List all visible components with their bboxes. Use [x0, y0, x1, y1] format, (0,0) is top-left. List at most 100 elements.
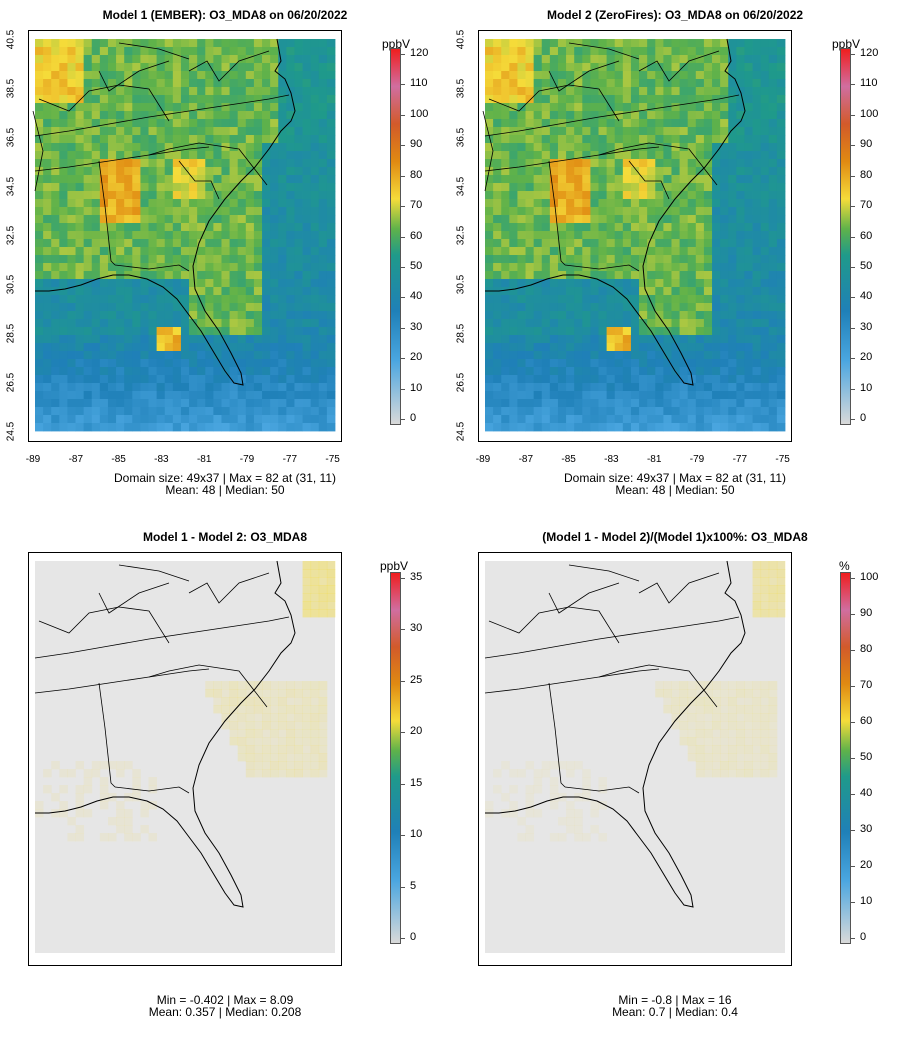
colorbar-tick-mark: [850, 266, 855, 268]
colorbar-tick-mark: [400, 732, 405, 734]
colorbar-tick-mark: [850, 722, 855, 723]
colorbar-tick-mark: [850, 206, 855, 208]
x-tick-label: -81: [196, 454, 212, 465]
colorbar-tick-mark: [850, 794, 855, 795]
colorbar-tick-mark: [850, 297, 855, 299]
colorbar-tick-mark: [850, 614, 855, 615]
field-cells: [485, 39, 786, 432]
colorbar-tick-label: 100: [860, 107, 879, 120]
colorbar-tick-mark: [400, 175, 405, 177]
y-tick-label: 24.5: [5, 421, 17, 442]
colorbar-tick-label: 120: [410, 47, 429, 59]
colorbar-tick-mark: [850, 938, 855, 939]
stats-line-2: Mean: 48 | Median: 50: [615, 483, 735, 497]
colorbar-tick-label: 90: [410, 138, 423, 151]
panel-title: Model 2 (ZeroFires): O3_MDA8 on 06/20/20…: [546, 8, 804, 22]
colorbar-tick-label: 30: [860, 823, 873, 835]
colorbar-tick-mark: [850, 902, 855, 903]
x-tick-label: -89: [475, 454, 491, 465]
y-tick-label: 28.5: [455, 323, 467, 344]
x-tick-label: -83: [154, 454, 169, 465]
colorbar: [390, 572, 401, 944]
stats-line-1: Domain size: 49x37 | Max = 82 at (31, 11…: [563, 471, 786, 485]
colorbar-tick-mark: [400, 578, 405, 579]
map-frame: [28, 552, 342, 966]
x-tick-label: -75: [775, 454, 790, 465]
colorbar-tick-label: 0: [860, 931, 867, 943]
colorbar-tick-mark: [850, 650, 855, 651]
y-tick-label: 34.5: [5, 176, 17, 197]
map-field: [34, 560, 336, 953]
colorbar-tick-label: 40: [860, 787, 873, 799]
y-tick-label: 30.5: [5, 274, 17, 295]
map-frame: [478, 30, 792, 442]
y-tick-label: 36.5: [455, 127, 467, 148]
map-outlines: [32, 38, 296, 386]
colorbar-tick-label: 90: [860, 138, 873, 151]
y-tick-label: 40.5: [5, 29, 17, 50]
y-tick-label: 40.5: [455, 29, 467, 50]
colorbar-tick-label: 40: [860, 290, 873, 303]
colorbar-tick-label: 10: [410, 381, 423, 394]
map-outlines: [34, 560, 296, 908]
map-field: [484, 560, 786, 953]
y-tick-label: 28.5: [5, 323, 17, 344]
colorbar-unit: ppbV: [832, 37, 861, 51]
stats-line-1: Min = -0.402 | Max = 8.09: [156, 993, 294, 1007]
colorbar-tick-mark: [400, 419, 405, 420]
stats-line-2: Mean: 0.7 | Median: 0.4: [612, 1005, 738, 1019]
colorbar-tick-label: 0: [860, 412, 867, 424]
map-field: [482, 38, 786, 432]
colorbar-tick-label: 100: [860, 571, 879, 583]
x-tick-label: -89: [25, 454, 41, 465]
colorbar-tick-mark: [850, 84, 855, 86]
y-tick-label: 30.5: [455, 274, 467, 295]
colorbar-tick-mark: [400, 358, 405, 360]
colorbar-tick-mark: [850, 419, 855, 420]
colorbar-tick-label: 20: [410, 725, 423, 738]
y-tick-label: 36.5: [5, 127, 17, 148]
colorbar-tick-mark: [850, 758, 855, 759]
colorbar-tick-label: 60: [860, 715, 873, 727]
colorbar-tick-mark: [850, 327, 855, 329]
colorbar-tick-mark: [850, 175, 855, 177]
colorbar-tick-label: 90: [860, 607, 873, 619]
colorbar-tick-mark: [850, 578, 855, 579]
colorbar-tick-label: 0: [410, 412, 417, 424]
colorbar-tick-label: 10: [860, 895, 873, 907]
colorbar-tick-mark: [400, 145, 405, 147]
y-tick-label: 26.5: [5, 372, 17, 393]
colorbar-tick-label: 20: [860, 351, 873, 364]
colorbar-tick-label: 20: [410, 351, 423, 364]
map-frame: [28, 30, 342, 442]
colorbar-tick-label: 0: [410, 931, 417, 943]
panel-model2: Model 2 (ZeroFires): O3_MDA8 on 06/20/20…: [450, 0, 900, 520]
x-tick-label: -83: [604, 454, 619, 465]
colorbar-tick-mark: [400, 886, 405, 888]
colorbar-tick-label: 35: [410, 571, 423, 583]
field-cells: [35, 39, 336, 432]
colorbar-tick-mark: [850, 236, 855, 238]
colorbar-tick-label: 5: [410, 879, 417, 892]
y-tick-label: 34.5: [455, 176, 467, 197]
map-frame: [478, 552, 792, 966]
field-background: [485, 561, 785, 953]
y-tick-label: 26.5: [455, 372, 467, 393]
panel-difference: Model 1 - Model 2: O3_MDA8 Min = -0.402 …: [0, 522, 450, 1042]
y-tick-label: 32.5: [5, 225, 17, 246]
colorbar-tick-label: 30: [860, 320, 873, 333]
colorbar-tick-mark: [400, 835, 405, 837]
colorbar-tick-label: 80: [410, 168, 423, 181]
x-tick-label: -79: [239, 454, 255, 465]
colorbar-tick-label: 10: [860, 381, 873, 394]
colorbar-tick-label: 70: [410, 199, 423, 212]
colorbar-tick-mark: [400, 327, 405, 329]
colorbar-tick-label: 120: [860, 47, 879, 59]
colorbar-tick-mark: [850, 866, 855, 867]
field-cells: [485, 561, 786, 842]
x-tick-label: -77: [282, 454, 298, 465]
x-tick-label: -81: [646, 454, 662, 465]
stats-line-2: Mean: 0.357 | Median: 0.208: [148, 1005, 302, 1019]
colorbar-tick-label: 70: [860, 679, 873, 691]
x-tick-label: -87: [68, 454, 84, 465]
